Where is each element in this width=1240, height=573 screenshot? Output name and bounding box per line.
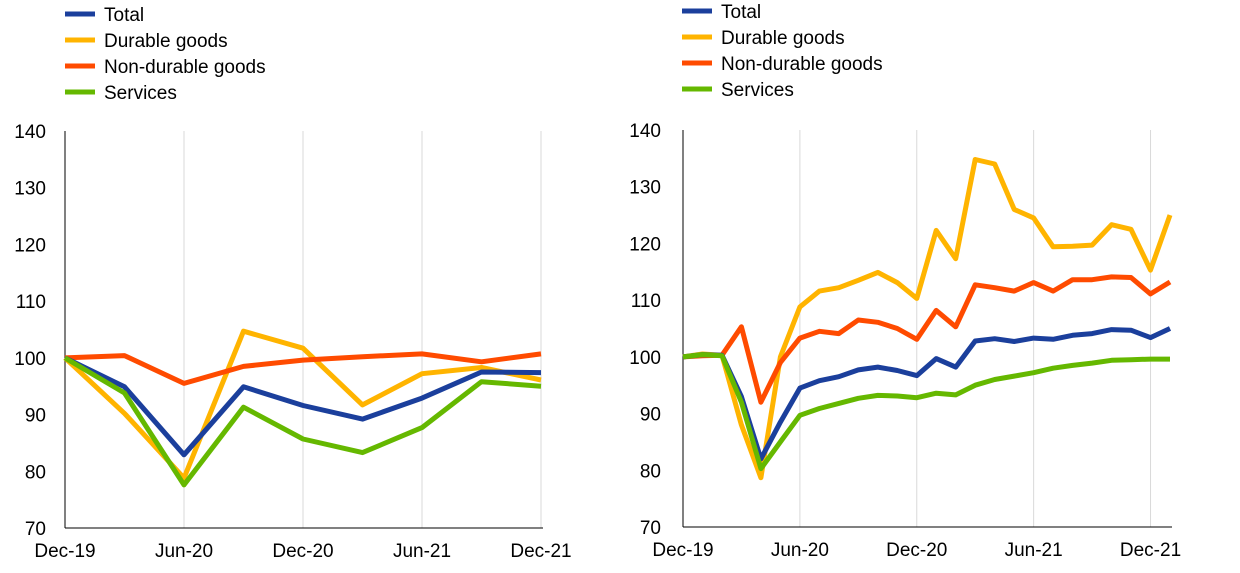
series-line-nondurable	[682, 274, 1172, 405]
chart-panel-1: Dec-19 Jun-20 Dec-20 Jun-21 Dec-21 70 80 90 100 1…	[14, 5, 571, 562]
chart-panel-2: Dec-19 Jun-20 Dec-20 Jun-21 Dec-21 70 80 90 100 1…	[629, 2, 1181, 561]
y-tick-label: 80	[25, 462, 46, 483]
y-tick-label: 70	[640, 518, 661, 539]
legend-label-durable: Durable goods	[721, 28, 845, 49]
y-tick-label: 80	[640, 461, 661, 482]
y-tick-label: 140	[629, 121, 661, 142]
y-tick-label: 130	[629, 178, 661, 199]
y-tick-label: 90	[640, 405, 661, 426]
x-tick-label: Dec-19	[652, 540, 713, 561]
series-line-nondurable	[64, 351, 542, 386]
series-line-durable	[63, 328, 542, 481]
x-tick-label: Dec-21	[510, 541, 571, 562]
y-tick-label: 70	[25, 519, 46, 540]
series-line-services	[682, 352, 1170, 472]
legend-label-services: Services	[104, 83, 177, 104]
y-tick-label: 110	[631, 291, 661, 312]
y-tick-label: 100	[629, 348, 661, 369]
x-tick-label: Dec-19	[34, 541, 95, 562]
legend-label-durable: Durable goods	[104, 31, 228, 52]
x-tick-label: Jun-20	[771, 540, 829, 561]
legend-label-total: Total	[721, 2, 761, 23]
x-tick-label: Jun-21	[1005, 540, 1063, 561]
series-line-durable	[682, 157, 1173, 481]
legend-label-nondurable: Non-durable goods	[104, 57, 266, 78]
x-tick-label: Jun-20	[155, 541, 213, 562]
x-tick-label: Dec-20	[272, 541, 333, 562]
y-tick-label: 140	[14, 122, 46, 143]
x-tick-label: Dec-20	[886, 540, 947, 561]
y-tick-label: 130	[14, 179, 46, 200]
legend-label-nondurable: Non-durable goods	[721, 54, 883, 75]
y-tick-label: 110	[16, 292, 46, 313]
series-line-services	[63, 355, 542, 488]
legend-label-services: Services	[721, 80, 794, 101]
series-line-total	[682, 326, 1172, 462]
x-tick-label: Jun-21	[393, 541, 451, 562]
x-tick-label: Dec-21	[1120, 540, 1181, 561]
y-tick-label: 120	[629, 234, 661, 255]
y-tick-label: 90	[25, 406, 46, 427]
y-tick-label: 100	[14, 349, 46, 370]
series-line-total	[63, 355, 542, 458]
y-tick-label: 120	[14, 235, 46, 256]
legend-label-total: Total	[104, 5, 144, 26]
